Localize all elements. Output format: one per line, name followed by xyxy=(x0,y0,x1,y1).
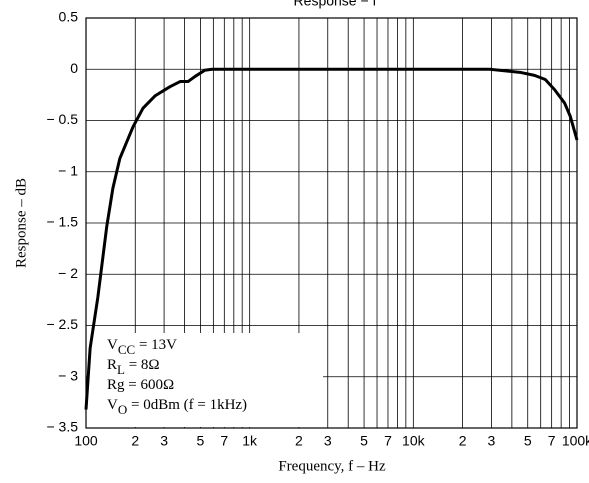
annotation-subscript: O xyxy=(118,402,127,417)
annotation-text: Rg = 600Ω xyxy=(107,377,174,393)
annotation-text: = 8Ω xyxy=(125,357,160,373)
x-tick-label: 3 xyxy=(160,433,168,449)
annotation: RL = 8Ω xyxy=(107,357,160,377)
y-tick-label: − 0.5 xyxy=(46,111,78,127)
annotation: VO = 0dBm (f = 1kHz) xyxy=(107,397,247,417)
annotation-text: = 13V xyxy=(135,337,177,353)
x-tick-label: 7 xyxy=(384,433,392,449)
y-axis-label: Response – dB xyxy=(13,178,29,268)
x-tick-label: 100 xyxy=(74,433,98,449)
annotation-text: V xyxy=(107,337,118,353)
annotation-subscript: CC xyxy=(118,342,135,357)
x-tick-label: 2 xyxy=(131,433,139,449)
x-tick-label: 1k xyxy=(242,433,258,449)
response-line xyxy=(84,67,579,410)
y-tick-label: − 3 xyxy=(58,367,78,383)
x-tick-label: 3 xyxy=(324,433,332,449)
x-tick-label: 2 xyxy=(459,433,467,449)
x-tick-label: 3 xyxy=(488,433,496,449)
annotation-text: = 0dBm (f = 1kHz) xyxy=(127,397,247,413)
annotation-box xyxy=(87,333,323,427)
chart-title: Response − f xyxy=(294,0,377,9)
x-tick-label: 100k xyxy=(562,433,589,449)
y-tick-label: − 2 xyxy=(58,265,78,281)
x-tick-label: 10k xyxy=(402,433,426,449)
x-axis-label: Frequency, f – Hz xyxy=(278,458,386,474)
y-tick-label: − 1.5 xyxy=(46,214,78,230)
x-tick-label: 2 xyxy=(295,433,303,449)
annotation: VCC = 13V xyxy=(107,337,177,357)
y-tick-label: − 1 xyxy=(58,162,78,178)
x-tick-label: 5 xyxy=(196,433,204,449)
annotation-subscript: L xyxy=(117,362,125,377)
x-tick-label: 7 xyxy=(548,433,556,449)
y-tick-label: − 3.5 xyxy=(46,419,78,435)
plot-frame xyxy=(85,17,578,429)
x-tick-label: 7 xyxy=(220,433,228,449)
annotation-text: R xyxy=(107,357,117,373)
y-tick-label: − 2.5 xyxy=(46,316,78,332)
annotation: Rg = 600Ω xyxy=(107,377,174,393)
y-tick-label: 0.5 xyxy=(59,9,79,25)
annotation-text: V xyxy=(107,397,118,413)
y-tick-label: 0 xyxy=(70,60,78,76)
x-tick-label: 5 xyxy=(524,433,532,449)
x-tick-label: 5 xyxy=(360,433,368,449)
